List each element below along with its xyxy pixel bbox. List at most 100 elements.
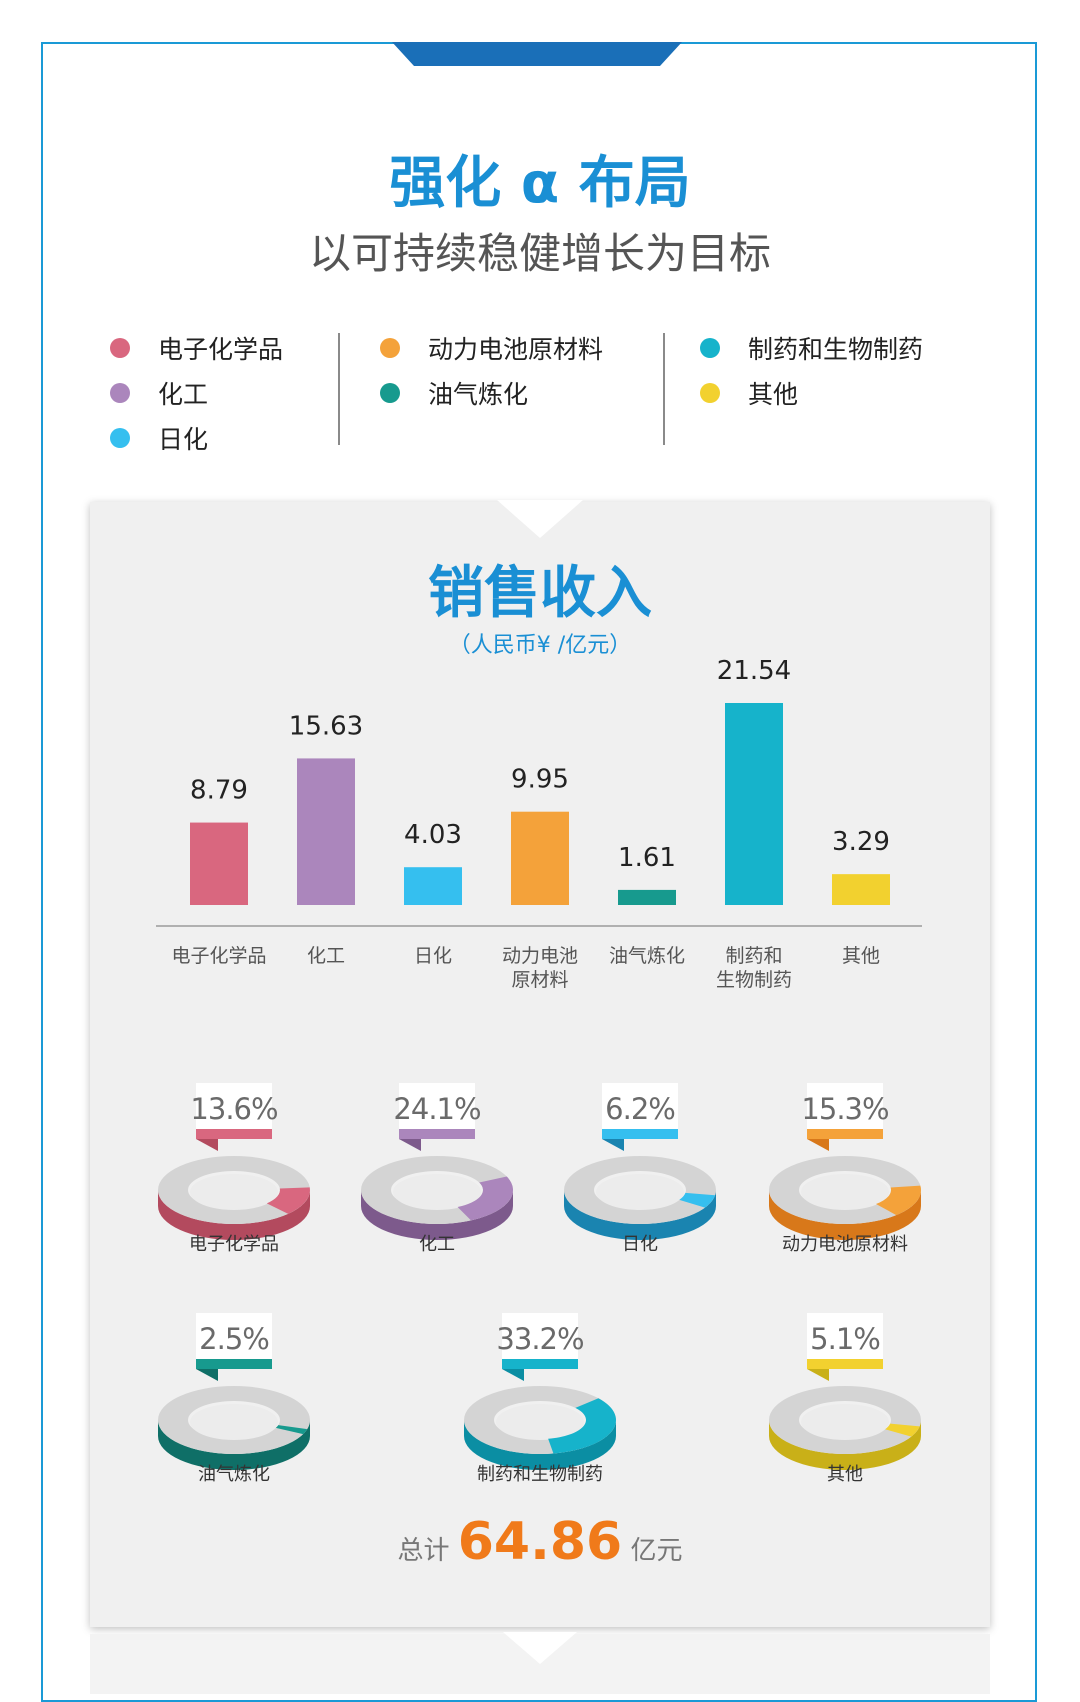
donut-chart-3: 15.3% 动力电池原材料 [769, 1083, 921, 1255]
x-tick-label: 其他 [842, 945, 880, 967]
page-subtitle: 以可持续稳健增长为目标 [308, 229, 771, 278]
donut-charts: 13.6% 电子化学品 24.1% 化工 6.2% 日化 15.3% 动力电池原材料 2.5% 油… [158, 1083, 921, 1485]
pct-label: 24.1% [393, 1092, 480, 1126]
pct-ribbon-fold [399, 1139, 421, 1151]
legend-column-3: 制药和生物制药 其他 [700, 325, 923, 415]
donut-category-label: 化工 [419, 1234, 455, 1255]
x-tick-label: 动力电池 [502, 945, 578, 967]
x-tick-label: 制药和 [725, 945, 782, 967]
legend-item: 日化 [110, 415, 283, 460]
pct-ribbon [399, 1129, 475, 1139]
bar-value-label: 9.95 [511, 765, 569, 795]
donut-slice [275, 1425, 308, 1435]
legend-dot-icon [110, 427, 130, 448]
pct-ribbon-fold [807, 1369, 829, 1381]
donut-slice [679, 1192, 716, 1208]
total-suffix: 亿元 [630, 1536, 683, 1566]
bar-0 [190, 822, 248, 905]
legend-label: 动力电池原材料 [428, 334, 604, 364]
donut-chart-5: 33.2% 制药和生物制药 [463, 1313, 616, 1485]
page-title: 强化 α 布局 [389, 151, 691, 216]
pct-ribbon-fold [602, 1139, 624, 1151]
donut-category-label: 电子化学品 [189, 1234, 279, 1255]
legend-item: 制药和生物制药 [700, 325, 923, 370]
bar-1 [297, 758, 355, 905]
pct-ribbon [196, 1359, 272, 1369]
x-tick-label: 油气炼化 [609, 945, 685, 967]
total-summary: 总计 64.86 亿元 [0, 1512, 1080, 1572]
bar-5 [725, 703, 783, 905]
top-tab-decoration [392, 42, 682, 66]
pct-ribbon [602, 1129, 678, 1139]
legend-column-1: 电子化学品 化工 日化 [110, 325, 283, 460]
bar-chart: 8.79 电子化学品 15.63 化工 4.03 日化 9.95 动力电池原材料 1.61 油气炼… [156, 656, 922, 991]
donut-chart-0: 13.6% 电子化学品 [158, 1083, 310, 1255]
bottom-notch-decoration [503, 1632, 577, 1664]
pct-card [602, 1083, 678, 1129]
x-tick-label: 日化 [414, 945, 452, 967]
donut-hole [190, 1174, 278, 1210]
legend-label: 制药和生物制药 [748, 334, 924, 364]
donut-hole [596, 1174, 684, 1210]
donut-chart-6: 5.1% 其他 [769, 1313, 921, 1485]
legend-dot-icon [110, 382, 130, 403]
bar-6 [832, 874, 890, 905]
pct-ribbon [502, 1359, 578, 1369]
donut-category-label: 其他 [827, 1464, 863, 1485]
donut-category-label: 制药和生物制药 [477, 1464, 603, 1485]
donut-side [361, 1190, 513, 1240]
donut-track [769, 1386, 921, 1454]
bar-2 [404, 867, 462, 905]
donut-category-label: 动力电池原材料 [782, 1234, 908, 1255]
donut-side [158, 1190, 310, 1240]
pct-ribbon [807, 1129, 883, 1139]
x-tick-label: 化工 [307, 945, 345, 967]
pct-card [196, 1083, 272, 1129]
panel-notch-decoration [497, 500, 583, 538]
legend-divider [663, 333, 665, 445]
donut-slice [876, 1185, 921, 1216]
pct-card [502, 1313, 578, 1359]
bar-value-label: 3.29 [832, 827, 890, 857]
donut-hole [190, 1404, 278, 1440]
legend-label: 其他 [748, 379, 799, 409]
legend-label: 电子化学品 [158, 334, 284, 364]
bar-value-label: 21.54 [717, 656, 791, 686]
pct-label: 6.2% [605, 1092, 675, 1126]
total-prefix: 总计 [397, 1536, 450, 1566]
bar-value-label: 4.03 [404, 820, 462, 850]
donut-chart-4: 2.5% 油气炼化 [158, 1313, 310, 1485]
chart-title: 销售收入 [428, 561, 652, 626]
pct-ribbon [196, 1129, 272, 1139]
legend-item: 其他 [700, 370, 923, 415]
pct-ribbon-fold [196, 1369, 218, 1381]
donut-track [158, 1386, 310, 1454]
donut-side [158, 1420, 310, 1470]
donut-slice [885, 1423, 920, 1437]
donut-chart-1: 24.1% 化工 [361, 1083, 513, 1255]
pct-card [399, 1083, 475, 1129]
donut-side [769, 1190, 921, 1240]
legend-column-2: 动力电池原材料 油气炼化 [380, 325, 603, 415]
donut-category-label: 日化 [622, 1234, 658, 1255]
donut-side [464, 1420, 616, 1470]
legend-divider [338, 333, 340, 445]
donut-side [564, 1190, 716, 1240]
donut-category-label: 油气炼化 [198, 1464, 270, 1485]
pct-card [196, 1313, 272, 1359]
bar-value-label: 15.63 [289, 711, 363, 741]
pct-ribbon-fold [807, 1139, 829, 1151]
bar-value-label: 1.61 [618, 843, 676, 873]
legend-dot-icon [380, 382, 400, 403]
pct-ribbon-fold [196, 1139, 218, 1151]
pct-ribbon-fold [502, 1369, 524, 1381]
donut-slice [457, 1176, 513, 1221]
donut-hole [801, 1404, 889, 1440]
donut-hole [801, 1174, 889, 1210]
legend-item: 化工 [110, 370, 283, 415]
donut-hole [496, 1404, 584, 1440]
donut-track [158, 1156, 310, 1224]
legend-item: 电子化学品 [110, 325, 283, 370]
donut-chart-2: 6.2% 日化 [564, 1083, 716, 1255]
pct-label: 15.3% [801, 1092, 888, 1126]
